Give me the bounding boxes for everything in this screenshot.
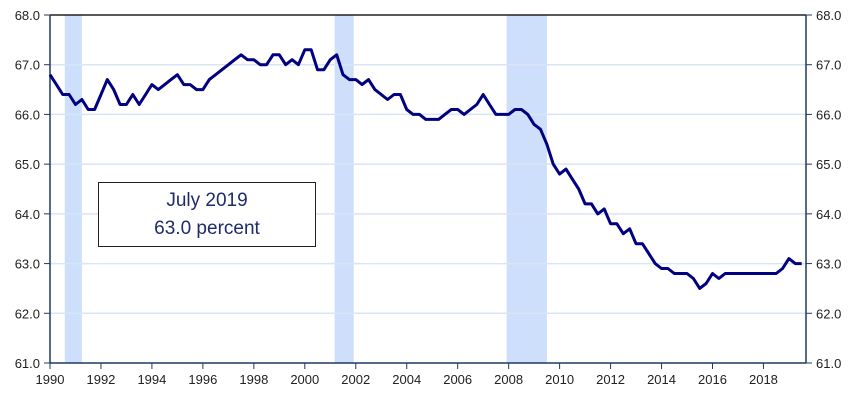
y-tick-label-right: 65.0 — [816, 157, 841, 172]
y-tick-label-right: 66.0 — [816, 107, 841, 122]
tick-labels: 61.0 61.0 62.0 62.0 63.0 63.0 64.0 64.0 65.0 65.0… — [15, 8, 842, 387]
y-tick-label-right: 67.0 — [816, 58, 841, 73]
x-tick-label: 1996 — [188, 372, 217, 387]
x-tick-label: 2016 — [698, 372, 727, 387]
y-tick-label-left: 67.0 — [15, 58, 40, 73]
recession-band — [506, 15, 547, 363]
y-tick-label-right: 62.0 — [816, 306, 841, 321]
x-tick-label: 2008 — [494, 372, 523, 387]
annotation-box: July 2019 63.0 percent — [98, 182, 316, 247]
x-tick-label: 2010 — [545, 372, 574, 387]
x-tick-label: 2018 — [749, 372, 778, 387]
x-tick-label: 1994 — [137, 372, 166, 387]
y-tick-label-right: 68.0 — [816, 8, 841, 23]
y-tick-label-left: 68.0 — [15, 8, 40, 23]
y-tick-label-left: 64.0 — [15, 207, 40, 222]
y-tick-label-right: 63.0 — [816, 257, 841, 272]
y-tick-label-right: 61.0 — [816, 356, 841, 371]
x-tick-label: 2012 — [596, 372, 625, 387]
y-tick-label-left: 65.0 — [15, 157, 40, 172]
x-tick-label: 2002 — [341, 372, 370, 387]
annotation-value: 63.0 percent — [154, 217, 260, 239]
x-tick-label: 2000 — [290, 372, 319, 387]
annotation-date: July 2019 — [166, 189, 248, 211]
y-tick-label-right: 64.0 — [816, 207, 841, 222]
x-tick-label: 2014 — [647, 372, 676, 387]
x-tick-label: 1992 — [86, 372, 115, 387]
series-line — [48, 48, 802, 290]
recession-band — [64, 15, 82, 363]
recession-band — [334, 15, 354, 363]
y-tick-label-left: 62.0 — [15, 306, 40, 321]
x-tick-label: 1990 — [36, 372, 65, 387]
y-tick-label-left: 66.0 — [15, 107, 40, 122]
y-tick-label-left: 61.0 — [15, 356, 40, 371]
recession-bands — [64, 15, 547, 363]
x-tick-label: 1998 — [239, 372, 268, 387]
x-tick-label: 2004 — [392, 372, 421, 387]
axes — [44, 14, 812, 369]
y-tick-label-left: 63.0 — [15, 257, 40, 272]
x-tick-label: 2006 — [443, 372, 472, 387]
